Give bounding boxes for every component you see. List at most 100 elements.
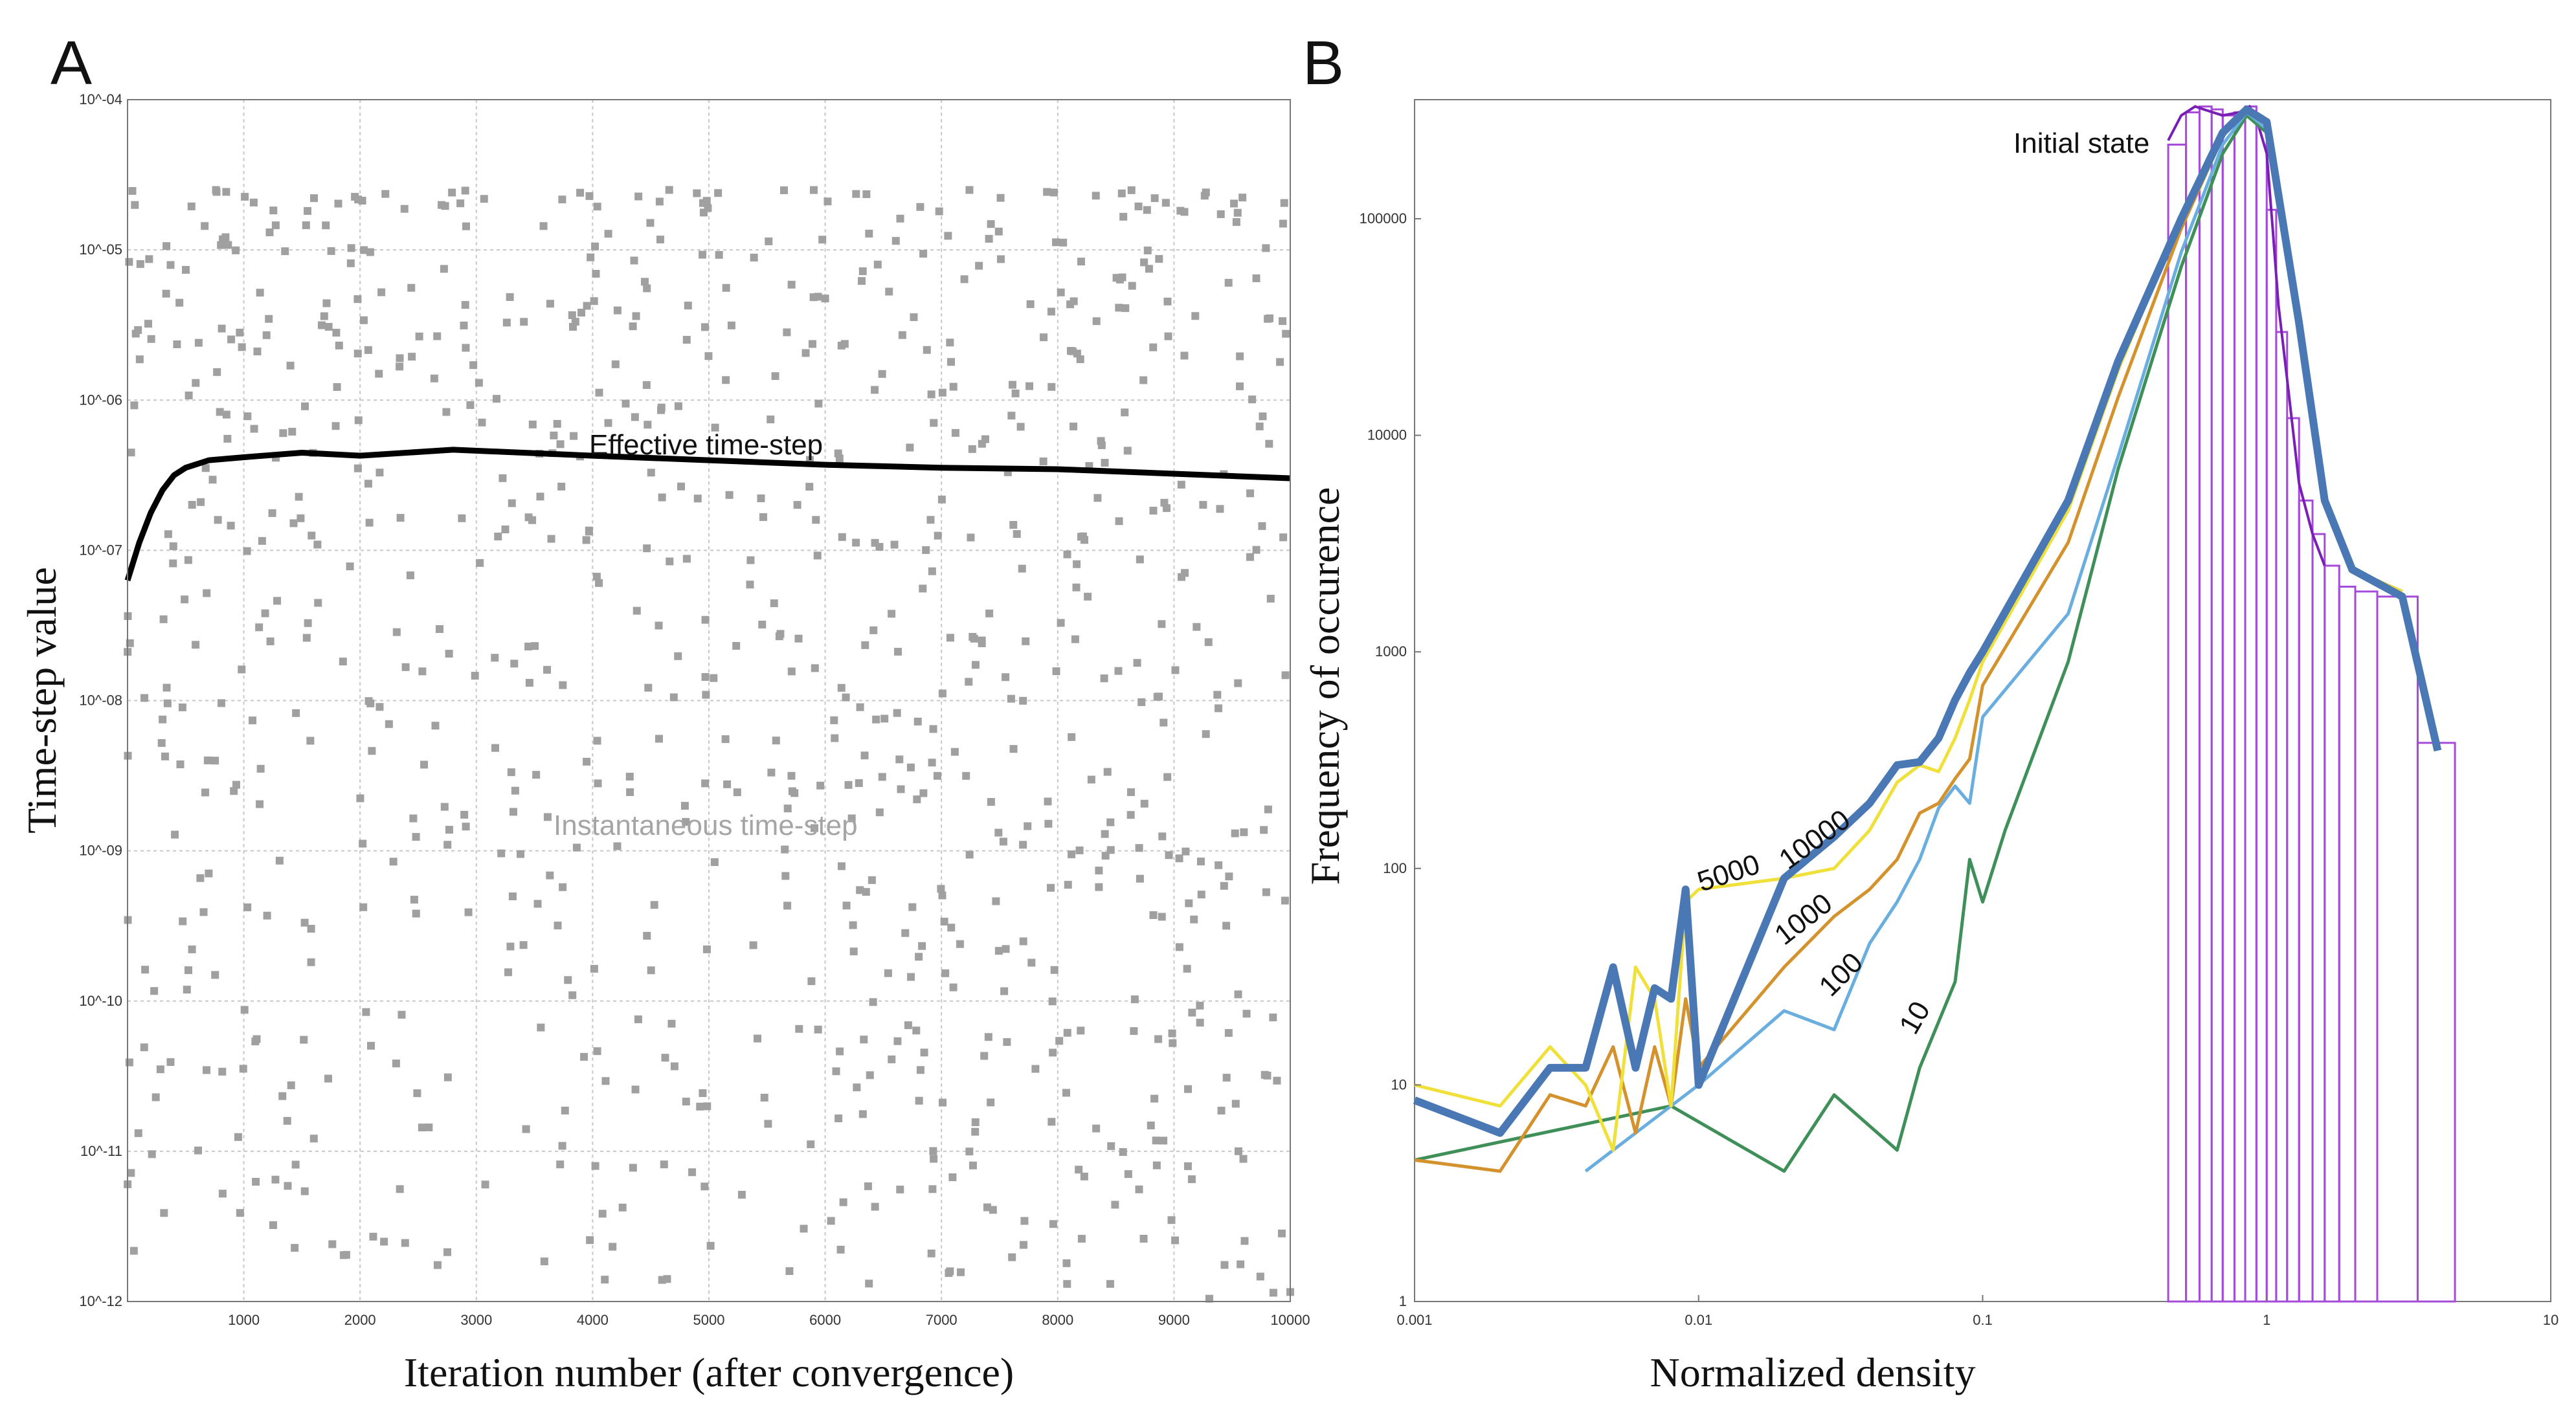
instantaneous-point <box>1197 858 1205 866</box>
instantaneous-point <box>764 1120 772 1128</box>
instantaneous-point <box>946 634 954 642</box>
instantaneous-point <box>1163 297 1172 305</box>
instantaneous-point <box>179 917 187 925</box>
instantaneous-point <box>684 302 692 310</box>
instantaneous-point <box>1191 312 1200 320</box>
panel-a-x-tick-label: 2000 <box>344 1312 376 1328</box>
instantaneous-point <box>309 194 318 203</box>
instantaneous-point <box>194 1146 202 1155</box>
instantaneous-point <box>629 322 637 331</box>
instantaneous-point <box>923 346 931 354</box>
instantaneous-point <box>460 810 469 819</box>
panel-a-y-tick-label: 10^-07 <box>79 542 122 558</box>
instantaneous-point <box>354 416 363 425</box>
instantaneous-point <box>1062 1089 1070 1097</box>
instantaneous-point <box>1073 560 1081 568</box>
instantaneous-point <box>157 739 166 748</box>
instantaneous-point <box>196 874 205 882</box>
instantaneous-point <box>934 531 942 540</box>
instantaneous-point <box>1062 1259 1071 1267</box>
instantaneous-point <box>580 1052 588 1061</box>
instantaneous-point <box>557 482 566 491</box>
instantaneous-point <box>194 338 203 347</box>
instantaneous-point <box>1213 691 1222 699</box>
instantaneous-point <box>630 256 638 265</box>
instantaneous-point <box>838 533 846 541</box>
instantaneous-point <box>400 205 409 213</box>
instantaneous-point <box>289 519 298 527</box>
instantaneous-point <box>364 346 372 354</box>
histogram-bar <box>2221 114 2235 1303</box>
panel-b-x-tick-label: 0.01 <box>1685 1312 1712 1328</box>
instantaneous-point <box>443 841 452 849</box>
instantaneous-point <box>546 871 554 880</box>
instantaneous-point <box>699 208 708 217</box>
instantaneous-point <box>1168 1029 1176 1037</box>
instantaneous-point <box>160 1209 168 1217</box>
panel-a-x-tick-label: 4000 <box>577 1312 609 1328</box>
instantaneous-point <box>510 659 519 668</box>
instantaneous-point <box>875 808 884 817</box>
instantaneous-point <box>880 715 889 723</box>
instantaneous-point <box>754 1034 762 1043</box>
instantaneous-point <box>696 1102 704 1111</box>
instantaneous-point <box>462 222 470 230</box>
instantaneous-point <box>1117 189 1126 197</box>
instantaneous-point <box>1236 382 1244 390</box>
instantaneous-point <box>227 522 235 530</box>
instantaneous-point <box>1149 506 1158 515</box>
instantaneous-point <box>1092 1124 1101 1133</box>
instantaneous-point <box>396 362 404 371</box>
instantaneous-point <box>1048 997 1057 1006</box>
instantaneous-point <box>554 922 562 930</box>
instantaneous-point <box>929 725 937 733</box>
instantaneous-point <box>1049 188 1058 197</box>
instantaneous-point <box>1022 637 1030 645</box>
instantaneous-point <box>919 789 928 797</box>
instantaneous-point <box>725 491 734 499</box>
instantaneous-point <box>604 419 612 427</box>
instantaneous-point <box>134 1129 142 1137</box>
instantaneous-point <box>585 192 594 200</box>
instantaneous-point <box>1256 1272 1264 1281</box>
instantaneous-point <box>1234 990 1242 999</box>
instantaneous-point <box>950 748 959 756</box>
instantaneous-point <box>682 555 691 563</box>
instantaneous-point <box>435 625 443 634</box>
instantaneous-point <box>783 804 792 813</box>
instantaneous-point <box>360 246 368 254</box>
instantaneous-point <box>1077 258 1085 266</box>
instantaneous-point <box>175 298 184 307</box>
instantaneous-point <box>441 202 449 210</box>
panel-a-x-tick-label: 5000 <box>693 1312 725 1328</box>
instantaneous-point <box>418 667 427 676</box>
instantaneous-point <box>805 483 814 491</box>
instantaneous-point <box>127 1169 135 1177</box>
instantaneous-point <box>723 780 732 788</box>
instantaneous-point <box>631 1085 640 1094</box>
curve-label-100: 100 <box>1813 947 1869 1003</box>
panel-a-y-axis-title: Time-step value <box>19 567 65 834</box>
instantaneous-point <box>938 388 946 397</box>
instantaneous-point <box>1231 829 1239 837</box>
instantaneous-point <box>1112 274 1121 282</box>
instantaneous-point <box>1057 619 1065 627</box>
instantaneous-point <box>1079 532 1087 540</box>
instantaneous-point <box>232 246 240 254</box>
panel-a-x-tick-label: 9000 <box>1158 1312 1190 1328</box>
instantaneous-point <box>571 318 579 326</box>
histogram-bar <box>2338 585 2357 1303</box>
instantaneous-point <box>907 973 915 981</box>
instantaneous-point <box>531 642 539 650</box>
instantaneous-point <box>1149 911 1158 919</box>
instantaneous-point <box>169 559 177 568</box>
instantaneous-point <box>1077 1026 1085 1035</box>
instantaneous-point <box>1018 564 1026 573</box>
instantaneous-point <box>860 751 869 760</box>
instantaneous-point <box>1101 830 1109 838</box>
instantaneous-point <box>1080 1172 1088 1180</box>
histogram-bar <box>2311 533 2326 1303</box>
instantaneous-point <box>1239 1155 1248 1163</box>
instantaneous-point <box>1154 1035 1163 1043</box>
instantaneous-point <box>937 495 946 504</box>
